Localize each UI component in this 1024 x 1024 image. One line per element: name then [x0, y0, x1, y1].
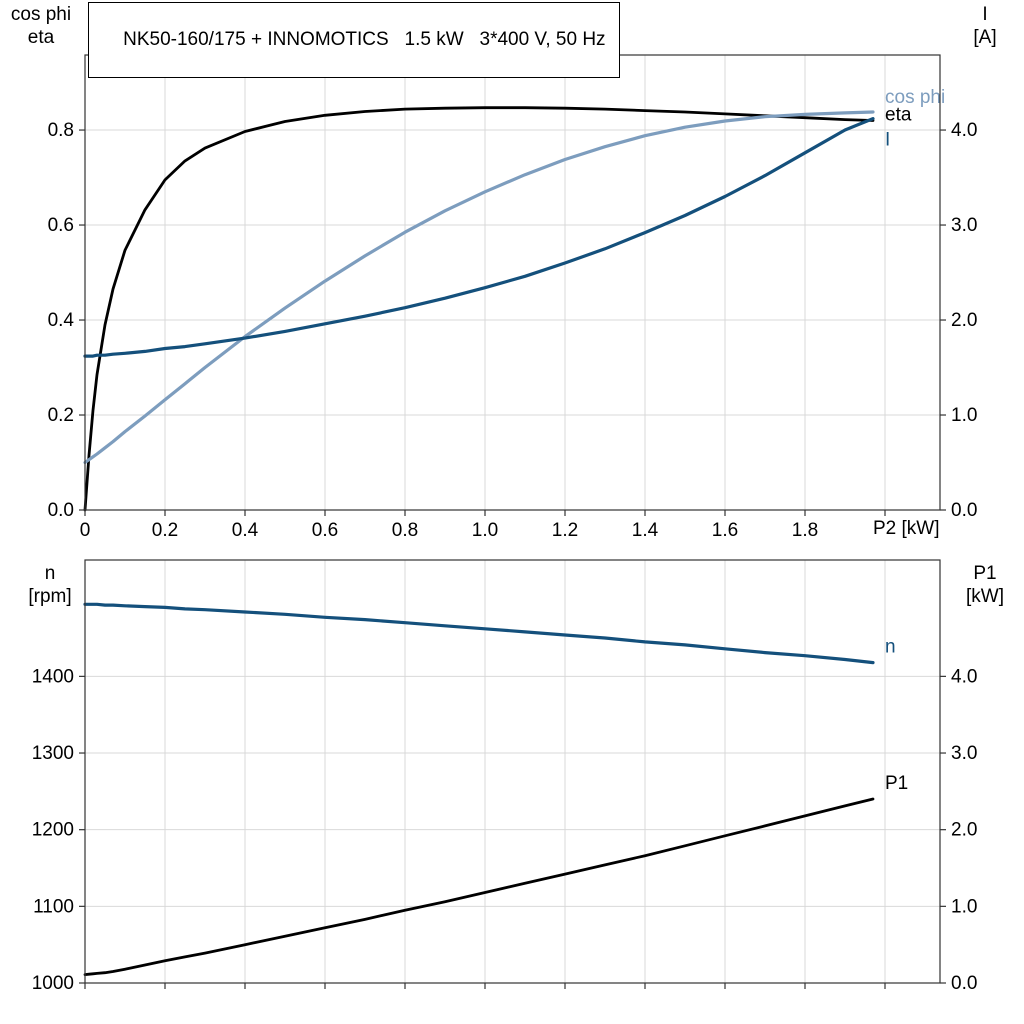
top-panel-frame — [84, 54, 941, 511]
speed-curve-label: n — [885, 637, 896, 658]
top-panel-x-tick-label: 0 — [80, 520, 91, 541]
chart-title: NK50-160/175 + INNOMOTICS 1.5 kW 3*400 V… — [123, 29, 606, 50]
top-panel-x-tick-label: 0.8 — [392, 520, 418, 541]
top-panel-left-tick-label: 0.8 — [48, 120, 74, 141]
p1-curve — [83, 797, 875, 976]
eta-curve-label: eta — [885, 105, 912, 126]
top-right-axis-title-line1: I — [982, 4, 988, 25]
top-right-axis-title-line2: [A] — [973, 27, 997, 48]
eta-curve — [83, 106, 875, 512]
top-left-axis-title-line2: eta — [27, 27, 55, 48]
bottom-panel-left-tick-label: 1300 — [32, 743, 74, 764]
bottom-left-axis-title-line1: n — [44, 563, 56, 584]
bottom-panel-left-tick-label: 1400 — [32, 666, 74, 687]
top-panel-left-tick-label: 0.6 — [48, 215, 74, 236]
top-panel-x-tick-label: 0.2 — [152, 520, 178, 541]
top-panel-x-tick-label: 1.8 — [792, 520, 818, 541]
top-panel-left-tick-label: 0.0 — [48, 500, 74, 521]
bottom-panel-right-tick-label: 1.0 — [951, 896, 977, 917]
top-panel-right-tick-label: 3.0 — [951, 215, 977, 236]
cos-phi-curve-label: cos phi — [885, 87, 945, 108]
top-panel-right-tick-label: 2.0 — [951, 310, 977, 331]
top-panel-right-tick-label: 1.0 — [951, 405, 977, 426]
top-left-axis-title-line1: cos phi — [10, 4, 72, 25]
bottom-panel-right-tick-label: 3.0 — [951, 743, 977, 764]
bottom-panel-left-tick-label: 1100 — [33, 896, 74, 917]
bottom-panel-left-tick-label: 1000 — [32, 973, 74, 994]
x-axis-title: P2 [kW] — [873, 518, 940, 539]
bottom-left-axis-title-line2: [rpm] — [28, 586, 72, 607]
bottom-panel-frame — [84, 559, 941, 984]
bottom-panel-left-tick-label: 1200 — [32, 820, 74, 841]
current-curve-label: I — [885, 130, 890, 151]
top-panel-x-tick-label: 0.6 — [312, 520, 338, 541]
top-panel-x-tick-label: 0.4 — [232, 520, 259, 541]
bottom-right-axis-title-line2: [kW] — [966, 586, 1004, 607]
p1-curve-label: P1 — [885, 773, 908, 794]
top-panel-right-tick-label: 0.0 — [951, 500, 977, 521]
bottom-panel-right-tick-label: 2.0 — [951, 820, 977, 841]
cos-phi-curve — [83, 110, 875, 465]
chart-title-box: NK50-160/175 + INNOMOTICS 1.5 kW 3*400 V… — [88, 2, 620, 78]
current-curve — [83, 116, 875, 358]
top-panel-right-tick-label: 4.0 — [951, 120, 977, 141]
bottom-right-axis-title-line1: P1 — [973, 563, 997, 584]
top-panel-x-tick-label: 1.6 — [712, 520, 738, 541]
top-panel-left-tick-label: 0.2 — [48, 405, 74, 426]
bottom-panel-right-tick-label: 4.0 — [951, 666, 977, 687]
top-panel-left-tick-label: 0.4 — [48, 310, 75, 331]
top-panel-x-tick-label: 1.0 — [472, 520, 498, 541]
top-panel-x-tick-label: 1.4 — [632, 520, 659, 541]
top-panel-x-tick-label: 1.2 — [552, 520, 578, 541]
bottom-panel-right-tick-label: 0.0 — [951, 973, 977, 994]
speed-curve — [83, 602, 875, 665]
